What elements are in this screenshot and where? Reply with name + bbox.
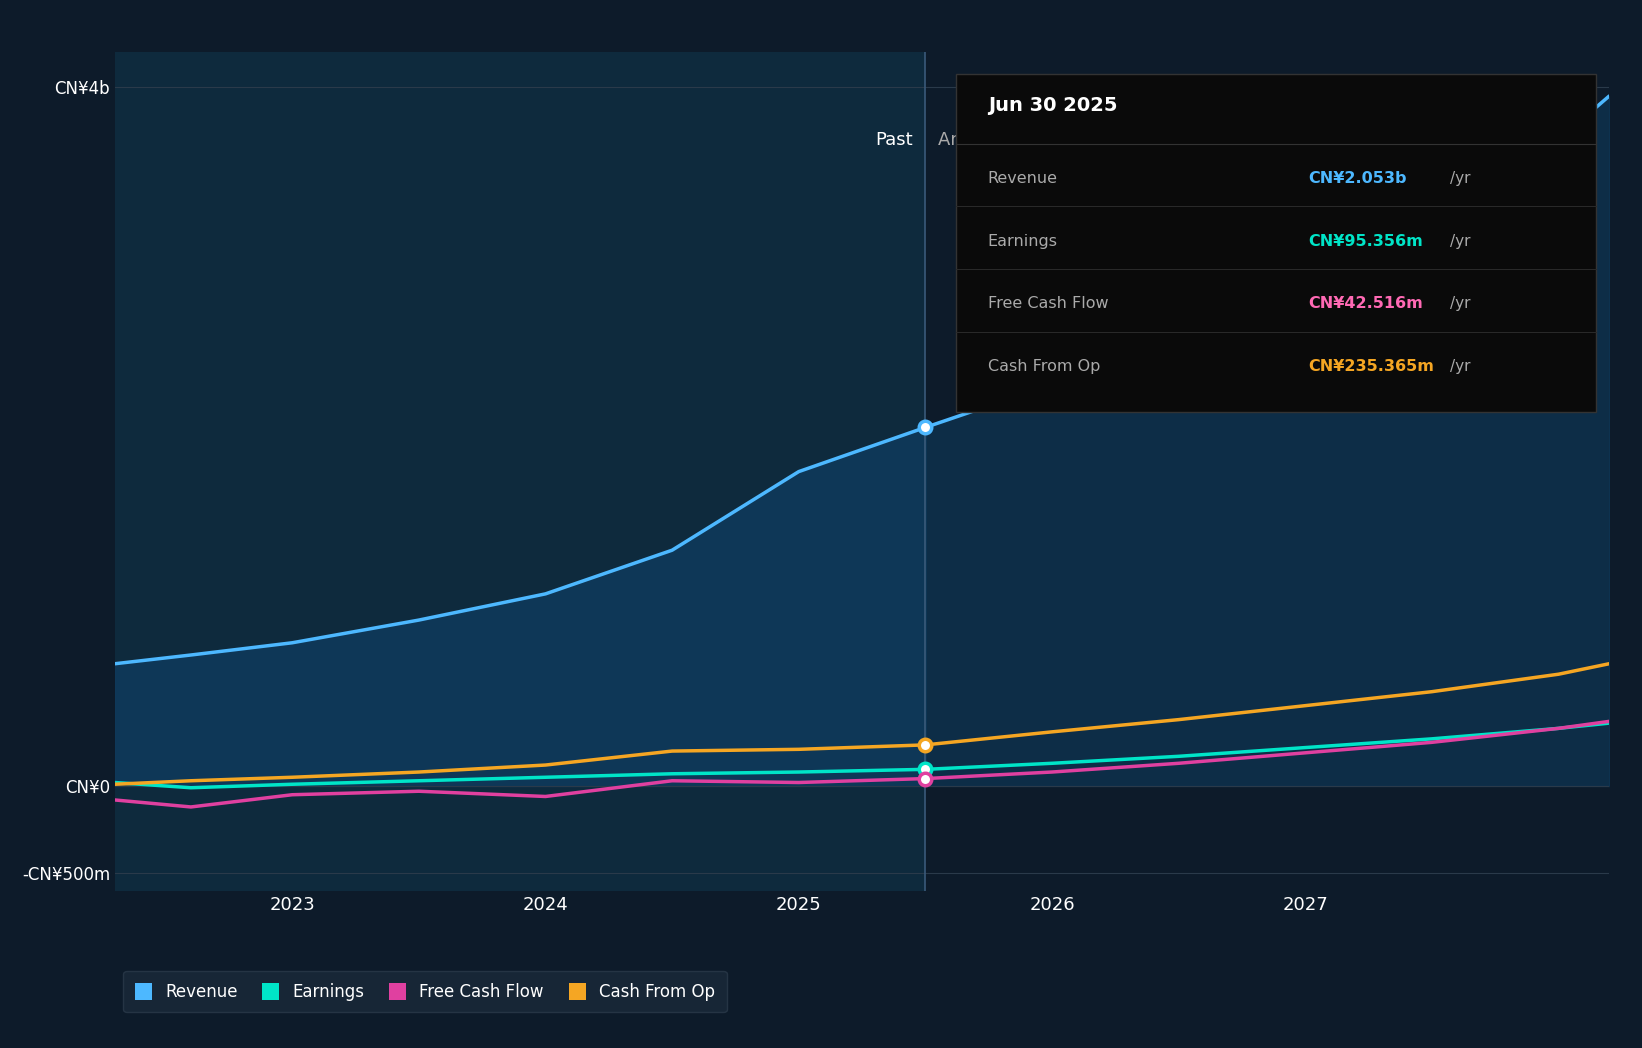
Text: /yr: /yr	[1450, 359, 1471, 374]
Text: Cash From Op: Cash From Op	[988, 359, 1100, 374]
Legend: Revenue, Earnings, Free Cash Flow, Cash From Op: Revenue, Earnings, Free Cash Flow, Cash …	[123, 970, 727, 1012]
Text: Revenue: Revenue	[988, 171, 1057, 185]
Text: CN¥42.516m: CN¥42.516m	[1309, 297, 1424, 311]
Text: Jun 30 2025: Jun 30 2025	[988, 96, 1117, 115]
Text: Past: Past	[875, 131, 913, 150]
Text: Earnings: Earnings	[988, 234, 1057, 248]
FancyBboxPatch shape	[956, 74, 1596, 412]
Text: /yr: /yr	[1450, 234, 1471, 248]
Bar	[115, 52, 926, 891]
Text: CN¥95.356m: CN¥95.356m	[1309, 234, 1424, 248]
Text: /yr: /yr	[1450, 297, 1471, 311]
Text: CN¥235.365m: CN¥235.365m	[1309, 359, 1433, 374]
Text: CN¥2.053b: CN¥2.053b	[1309, 171, 1407, 185]
Text: /yr: /yr	[1450, 171, 1471, 185]
Text: Free Cash Flow: Free Cash Flow	[988, 297, 1108, 311]
Text: Analysts Forecasts: Analysts Forecasts	[938, 131, 1105, 150]
Bar	[926, 52, 1609, 891]
